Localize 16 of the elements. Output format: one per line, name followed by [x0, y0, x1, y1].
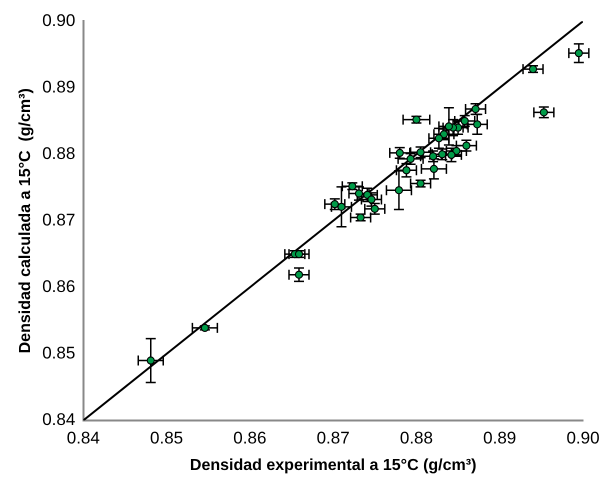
x-tick-label: 0.87 — [316, 428, 350, 448]
x-tick-label: 0.88 — [400, 428, 433, 448]
y-tick-label: 0.89 — [42, 77, 76, 96]
y-tick-label: 0.85 — [42, 344, 76, 363]
x-tick-label: 0.85 — [150, 428, 184, 448]
y-tick-label: 0.84 — [42, 410, 76, 430]
x-axis-title: Densidad experimental a 15°C (g/cm³) — [190, 456, 476, 474]
y-tick-label: 0.88 — [42, 144, 76, 163]
y-axis-title: Densidad calculada a 15°C (g/cm³) — [17, 88, 34, 354]
y-tick-label: 0.87 — [42, 210, 76, 230]
y-tick-label: 0.86 — [42, 277, 76, 296]
x-tick-label: 0.89 — [483, 428, 516, 448]
y-tick-label: 0.90 — [42, 10, 76, 30]
x-tick-label: 0.84 — [66, 428, 100, 448]
x-tick-label: 0.86 — [233, 428, 266, 448]
x-tick-label: 0.90 — [566, 428, 600, 448]
